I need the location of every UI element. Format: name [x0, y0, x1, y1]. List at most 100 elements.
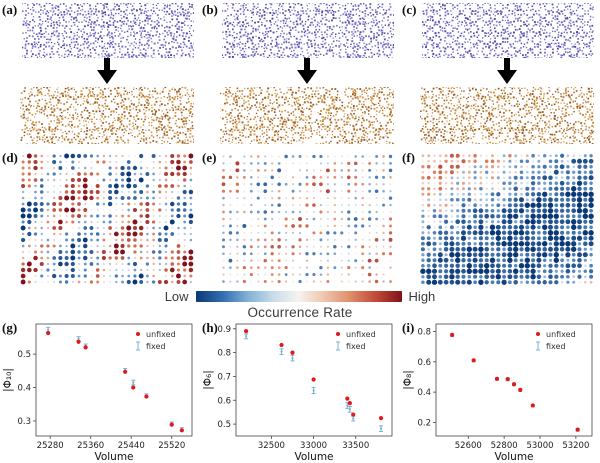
data-point	[511, 382, 517, 387]
panel-label: (a)	[2, 2, 18, 17]
initial-structure-canvas	[22, 3, 194, 58]
x-tick-label: 25440	[118, 441, 145, 451]
scatter-chart: 25280 25360 25440 25520 0.3 0.4 0.5 Volume |Φ₁₀|…	[2, 323, 193, 463]
x-tick-label: 52600	[455, 441, 482, 451]
data-point	[575, 427, 580, 432]
y-axis-label: |Φ₈|	[402, 370, 414, 390]
data-point	[279, 342, 284, 348]
occurrence-grid-canvas	[220, 153, 394, 285]
panel-label: (c)	[402, 2, 417, 17]
occurrence-grid-canvas	[20, 153, 194, 285]
data-point	[179, 428, 184, 433]
lattice-panel-c: (c)	[400, 0, 600, 148]
panel-label: (e)	[202, 150, 217, 165]
panel-label: (i)	[402, 320, 415, 335]
data-point	[123, 369, 128, 374]
data-point	[131, 385, 136, 390]
plot-frame	[235, 323, 393, 437]
panel-label: (g)	[2, 320, 18, 335]
x-tick-label: 25280	[37, 441, 64, 451]
x-tick-label: 53200	[562, 441, 589, 451]
lattice-panel-b: (b)	[200, 0, 400, 148]
colorbar-high-label: High	[408, 288, 436, 304]
lattice-panel-a: (a)	[0, 0, 200, 148]
initial-structure-canvas	[422, 3, 594, 58]
data-point	[505, 376, 510, 382]
data-point	[347, 401, 352, 406]
legend-unfixed-label: unfixed	[546, 330, 576, 339]
colorbar	[195, 290, 402, 302]
x-tick-label: 33500	[342, 441, 369, 451]
data-point	[471, 358, 476, 363]
occurrence-grid-canvas	[420, 153, 594, 285]
y-tick-label: 0.9	[217, 325, 231, 335]
panel-label: (f)	[402, 150, 415, 165]
chart-panel-i: (i) 52600 52800 53000 53200 0.2 0.4 0.6 0.8 Volu…	[400, 318, 600, 463]
colorbar-section: Low High Occurrence Rate	[0, 288, 600, 321]
panel-label: (h)	[202, 320, 218, 335]
legend-unfixed-marker	[536, 332, 540, 336]
x-tick-label: 32500	[258, 441, 285, 451]
legend-unfixed-marker	[336, 332, 340, 336]
legend-unfixed-label: unfixed	[346, 330, 376, 339]
y-tick-label: 0.6	[217, 396, 231, 406]
legend-fixed-label: fixed	[146, 342, 166, 351]
x-tick-label: 25360	[77, 441, 104, 451]
x-axis-label: Volume	[94, 451, 133, 463]
data-point	[244, 329, 249, 334]
x-tick-label: 53000	[526, 441, 553, 451]
data-point	[311, 377, 316, 382]
x-axis-label: Volume	[294, 451, 333, 463]
final-structure-canvas	[420, 87, 594, 144]
occurrence-panel-f: (f)	[400, 148, 600, 288]
data-point	[46, 330, 51, 336]
legend-unfixed-label: unfixed	[146, 330, 176, 339]
y-axis-label: |Φ₁₀|	[2, 368, 14, 392]
panel-label: (d)	[2, 150, 18, 165]
y-tick-label: 0.5	[217, 420, 231, 430]
down-arrow-icon	[497, 58, 517, 84]
y-tick-label: 0.7	[217, 372, 231, 382]
legend-unfixed-marker	[136, 332, 140, 336]
data-point	[144, 394, 149, 399]
colorbar-title: Occurrence Rate	[247, 305, 353, 320]
occurrence-panel-d: (d)	[0, 148, 200, 288]
x-tick-label: 25520	[158, 441, 185, 451]
data-point	[378, 416, 384, 421]
x-tick-label: 33000	[300, 441, 327, 451]
y-tick-label: 0.4	[17, 384, 31, 394]
y-tick-label: 0.3	[17, 417, 31, 427]
data-point	[494, 376, 500, 381]
y-tick-label: 0.2	[417, 418, 431, 428]
y-tick-label: 0.8	[217, 349, 231, 359]
y-tick-label: 0.4	[417, 388, 431, 398]
legend-fixed-label: fixed	[546, 342, 566, 351]
down-arrow-icon	[97, 58, 117, 84]
data-point	[351, 412, 356, 417]
x-tick-label: 52800	[491, 441, 518, 451]
data-point	[76, 339, 81, 344]
x-axis-label: Volume	[494, 451, 533, 463]
colorbar-low-label: Low	[164, 288, 189, 304]
initial-structure-canvas	[222, 3, 394, 58]
panel-label: (b)	[202, 2, 218, 17]
plot-frame	[35, 323, 193, 437]
data-point	[518, 387, 523, 392]
data-point	[450, 332, 455, 337]
data-point	[169, 422, 174, 427]
data-point	[290, 350, 295, 355]
legend-fixed-label: fixed	[346, 342, 366, 351]
plot-frame	[435, 323, 593, 437]
y-tick-label: 0.6	[417, 358, 431, 368]
chart-panel-g: (g) 25280 25360 25440 25520 0.3 0.4 0.5 Volume |…	[0, 318, 200, 463]
down-arrow-icon	[297, 58, 317, 84]
data-point	[530, 403, 535, 408]
scatter-chart: 32500 33000 33500 0.5 0.6 0.7 0.8 0.9 Volume |Φ₆|…	[202, 323, 393, 463]
y-tick-label: 0.8	[417, 328, 431, 338]
data-point	[83, 345, 88, 350]
data-point	[345, 396, 350, 401]
occurrence-panel-e: (e)	[200, 148, 400, 288]
scatter-chart: 52600 52800 53000 53200 0.2 0.4 0.6 0.8 Volume |Φ…	[402, 323, 593, 463]
y-axis-label: |Φ₆|	[202, 370, 214, 390]
